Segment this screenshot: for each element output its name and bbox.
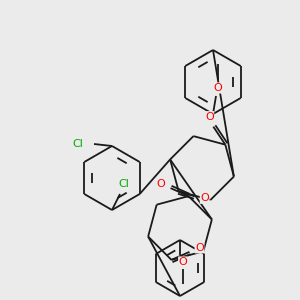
Text: O: O [205,112,214,122]
Text: O: O [156,179,165,189]
Text: Cl: Cl [118,179,129,189]
Text: O: O [178,257,188,267]
Text: O: O [214,83,222,93]
Text: Cl: Cl [73,139,83,149]
Text: O: O [200,193,209,203]
Text: O: O [195,243,204,253]
